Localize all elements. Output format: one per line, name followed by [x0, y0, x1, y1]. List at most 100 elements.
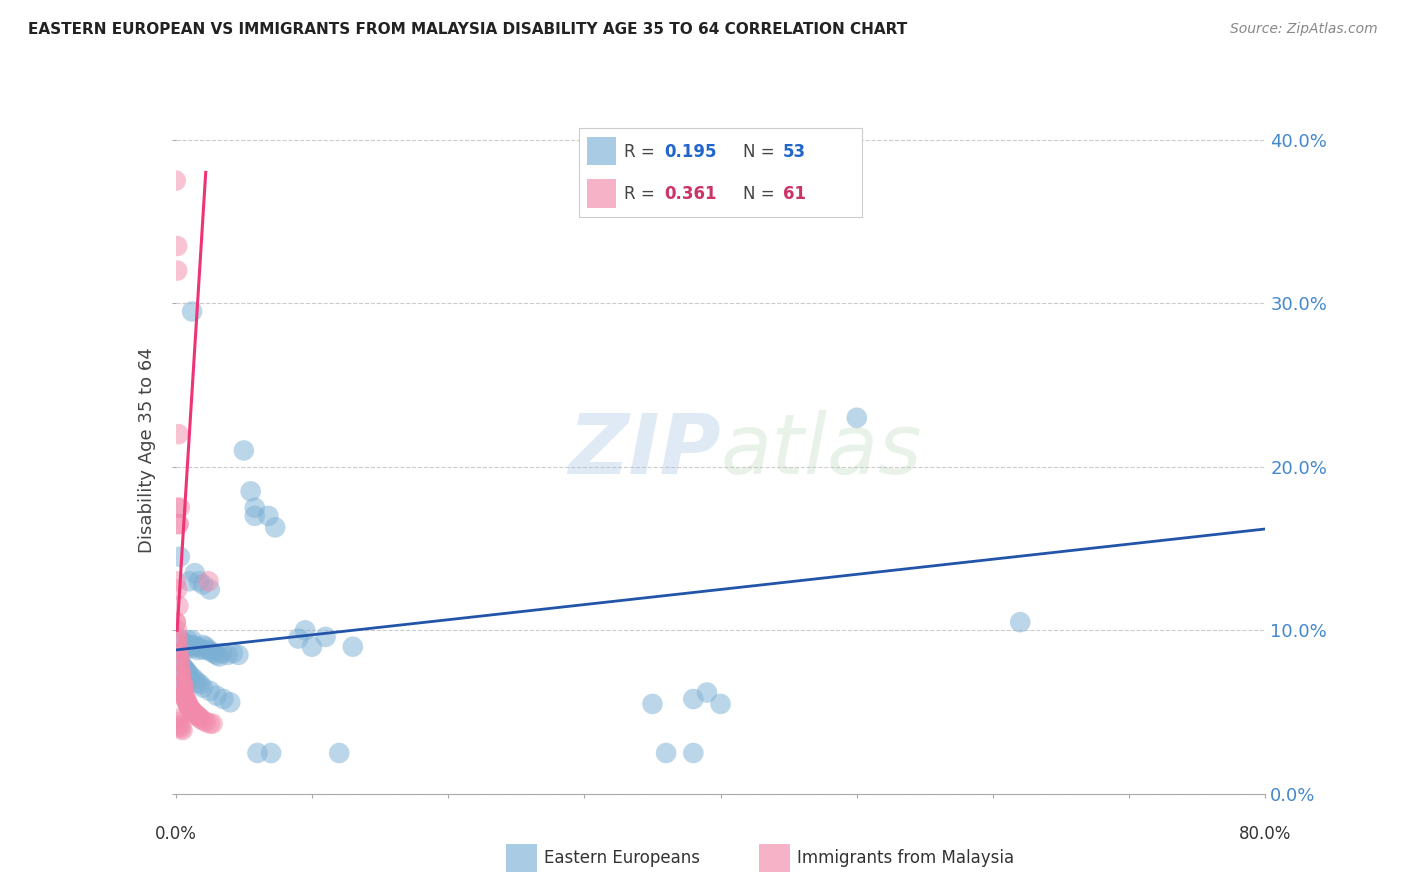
Text: 0.0%: 0.0%: [155, 825, 197, 843]
Point: [205, 689, 228, 703]
Point: [198, 582, 221, 597]
Point: [188, 712, 211, 726]
Point: [184, 566, 207, 580]
Point: [169, 664, 191, 679]
Point: [170, 636, 193, 650]
Point: [174, 636, 197, 650]
Point: [239, 484, 262, 499]
Point: [170, 669, 193, 683]
Point: [186, 708, 209, 723]
Point: [173, 689, 195, 703]
Text: EASTERN EUROPEAN VS IMMIGRANTS FROM MALAYSIA DISABILITY AGE 35 TO 64 CORRELATION: EASTERN EUROPEAN VS IMMIGRANTS FROM MALA…: [28, 22, 907, 37]
Point: [172, 659, 194, 673]
Text: ZIP: ZIP: [568, 410, 721, 491]
Point: [301, 640, 323, 654]
Point: [167, 599, 190, 613]
Point: [167, 427, 190, 442]
Point: [194, 714, 217, 729]
Point: [246, 746, 269, 760]
Point: [179, 638, 201, 652]
Point: [198, 683, 221, 698]
Point: [217, 648, 239, 662]
Point: [170, 657, 193, 672]
Point: [179, 702, 201, 716]
Point: [243, 508, 266, 523]
Point: [201, 716, 224, 731]
Point: [177, 697, 200, 711]
Point: [176, 694, 198, 708]
Text: Eastern Europeans: Eastern Europeans: [544, 849, 700, 867]
Point: [166, 263, 188, 277]
Point: [166, 640, 188, 654]
Point: [179, 667, 201, 681]
Point: [177, 665, 200, 680]
Point: [243, 500, 266, 515]
Text: Immigrants from Malaysia: Immigrants from Malaysia: [797, 849, 1014, 867]
Point: [172, 723, 194, 737]
Point: [173, 643, 195, 657]
Point: [181, 703, 204, 717]
Y-axis label: Disability Age 35 to 64: Disability Age 35 to 64: [138, 348, 156, 553]
Point: [170, 673, 193, 687]
Point: [188, 677, 211, 691]
Point: [169, 632, 191, 646]
Point: [174, 692, 197, 706]
Point: [179, 700, 201, 714]
Point: [1010, 615, 1032, 630]
Point: [170, 722, 193, 736]
Point: [181, 705, 204, 719]
Point: [167, 640, 190, 654]
Point: [264, 520, 287, 534]
Point: [191, 681, 214, 695]
Point: [655, 746, 678, 760]
Point: [222, 646, 245, 660]
Point: [197, 643, 219, 657]
Point: [211, 646, 233, 660]
Point: [181, 304, 204, 318]
Point: [186, 708, 208, 723]
Point: [166, 632, 188, 646]
Point: [191, 577, 214, 591]
Point: [173, 685, 195, 699]
Point: [169, 549, 191, 564]
Point: [184, 706, 207, 721]
Text: atlas: atlas: [721, 410, 922, 491]
Point: [186, 643, 209, 657]
Point: [205, 648, 228, 662]
Point: [181, 671, 204, 685]
Point: [166, 714, 188, 729]
Point: [177, 698, 200, 713]
Point: [173, 661, 195, 675]
Point: [169, 500, 191, 515]
Point: [260, 746, 283, 760]
Point: [165, 574, 187, 589]
Point: [172, 640, 194, 654]
Point: [186, 675, 209, 690]
Point: [194, 640, 217, 654]
Point: [212, 692, 235, 706]
Point: [183, 638, 205, 652]
Point: [197, 574, 219, 589]
Point: [219, 695, 242, 709]
Point: [166, 632, 188, 646]
Point: [180, 641, 202, 656]
Point: [166, 239, 188, 253]
Point: [165, 615, 187, 630]
Point: [342, 640, 364, 654]
Point: [167, 516, 190, 531]
Point: [169, 656, 191, 670]
Point: [166, 624, 188, 638]
Point: [188, 641, 211, 656]
Point: [845, 410, 868, 425]
Point: [167, 653, 190, 667]
Point: [165, 712, 187, 726]
Point: [202, 646, 225, 660]
Point: [172, 675, 194, 690]
Point: [193, 643, 215, 657]
Point: [198, 716, 221, 731]
Point: [174, 663, 197, 677]
Point: [186, 640, 208, 654]
Point: [228, 648, 250, 662]
Point: [167, 516, 190, 531]
Point: [167, 718, 190, 732]
